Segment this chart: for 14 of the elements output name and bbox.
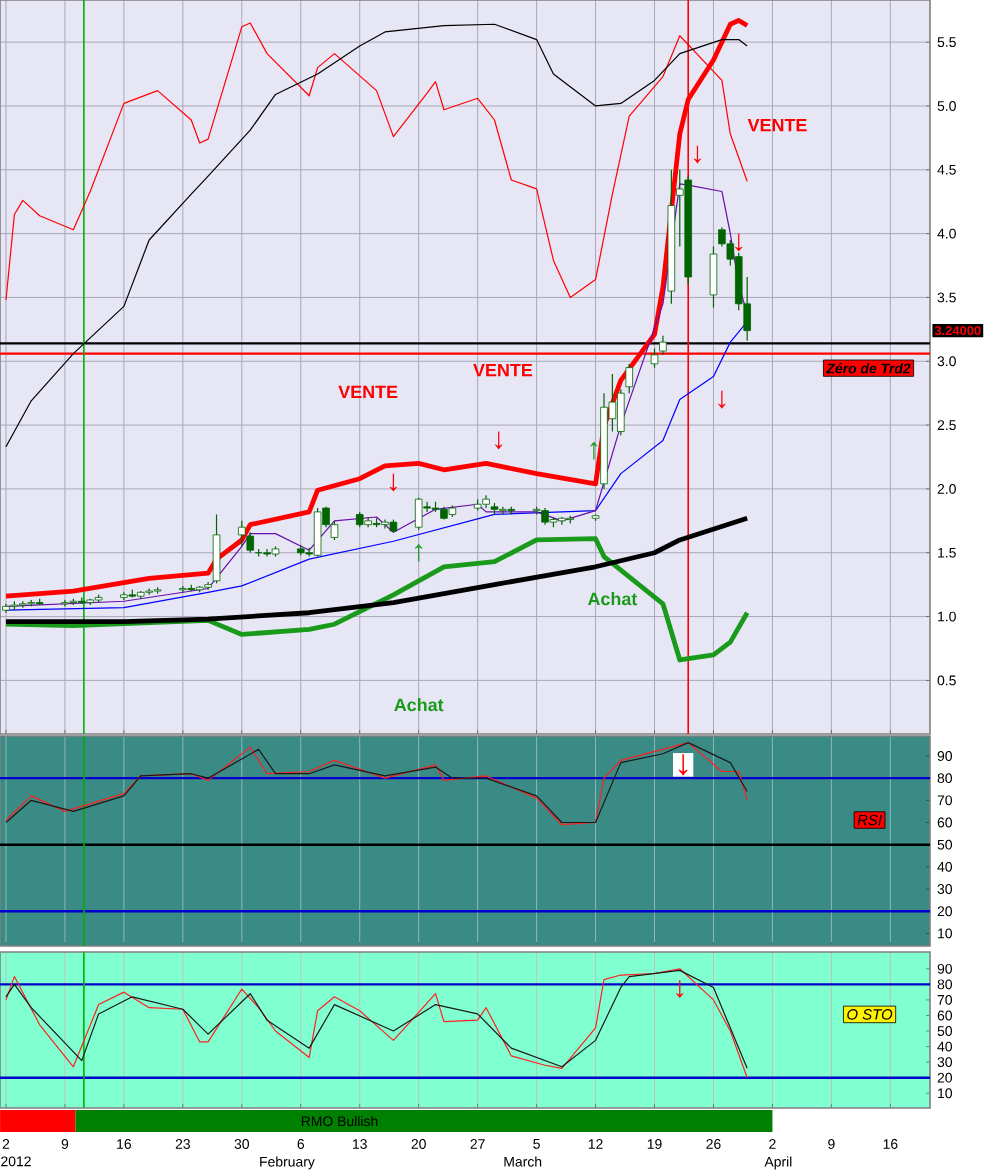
annotation: ↓: [495, 431, 503, 450]
annotation: ↓: [718, 390, 726, 409]
annotation: Achat: [394, 698, 444, 712]
annotation: VENTE: [473, 364, 533, 377]
annotation: ↓: [735, 233, 743, 252]
annotation: ↓: [389, 473, 397, 492]
annotation: ↑: [590, 441, 598, 460]
annotation: VENTE: [338, 385, 398, 399]
annotation: VENTE: [747, 118, 807, 132]
annotation: ↓: [676, 980, 684, 998]
annotation: ↓: [678, 754, 688, 776]
annotation: ↓: [693, 145, 701, 164]
annotation: Achat: [587, 592, 638, 606]
annotation: ↑: [415, 543, 423, 562]
